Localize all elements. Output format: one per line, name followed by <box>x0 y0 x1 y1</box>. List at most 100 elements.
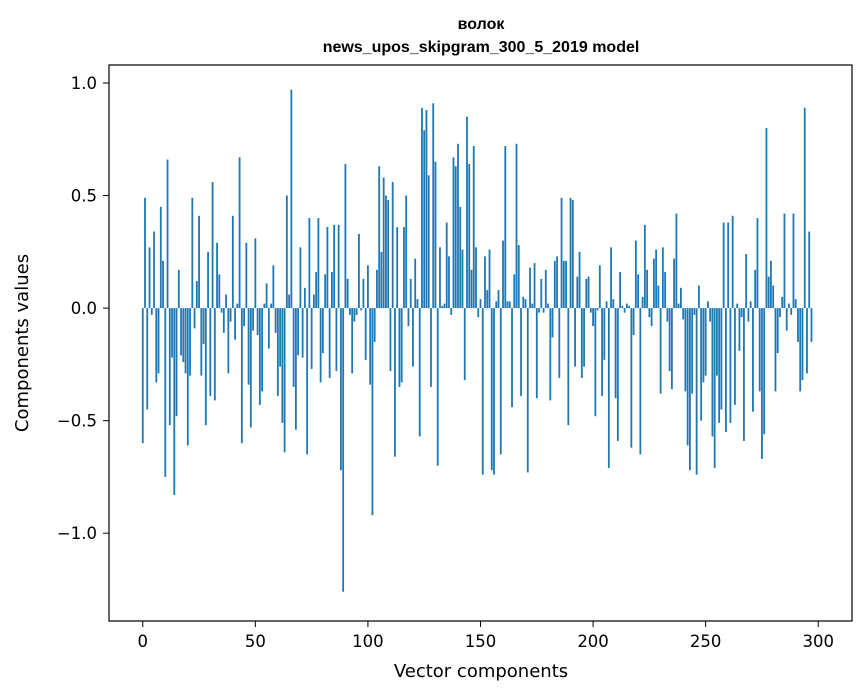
bar-component-169 <box>522 296 525 309</box>
bar-component-257 <box>720 308 723 410</box>
bar-component-43 <box>238 157 241 309</box>
bar-component-239 <box>679 287 682 309</box>
bar-component-32 <box>213 308 216 401</box>
bar-component-256 <box>718 308 721 423</box>
bar-component-183 <box>553 260 556 309</box>
bar-component-253 <box>711 308 714 437</box>
y-axis-ticks: −1.0 −0.5 0.0 0.5 1.0 <box>57 74 109 543</box>
bar-component-269 <box>747 308 750 322</box>
bar-component-122 <box>416 299 419 309</box>
bar-component-18 <box>182 308 185 363</box>
bar-component-282 <box>776 308 779 354</box>
bar-component-19 <box>184 308 187 374</box>
bar-component-227 <box>652 258 655 309</box>
bar-component-229 <box>657 285 660 309</box>
bar-component-31 <box>211 182 214 309</box>
bar-component-219 <box>634 240 637 309</box>
bar-component-284 <box>781 296 784 309</box>
bar-component-29 <box>207 251 209 309</box>
bar-component-85 <box>333 224 336 309</box>
bar-component-234 <box>668 308 671 372</box>
bar-component-15 <box>175 308 178 417</box>
x-tick-label: 250 <box>690 632 722 651</box>
bar-component-114 <box>398 308 401 387</box>
bar-component-63 <box>283 308 286 453</box>
bar-component-113 <box>396 227 399 309</box>
bar-component-267 <box>743 308 745 441</box>
bar-component-119 <box>409 278 412 309</box>
bar-component-230 <box>659 308 662 394</box>
bar-component-61 <box>279 308 282 367</box>
bar-component-48 <box>249 308 252 428</box>
bar-component-158 <box>497 290 500 309</box>
bar-component-213 <box>621 305 624 309</box>
bar-component-131 <box>436 308 439 466</box>
bar-component-232 <box>664 272 667 309</box>
bar-component-247 <box>698 285 700 309</box>
bar-component-141 <box>459 206 462 309</box>
bar-component-272 <box>754 269 757 309</box>
bar-component-22 <box>191 197 194 309</box>
bar-component-235 <box>670 308 673 390</box>
bar-component-134 <box>443 303 446 309</box>
bar-component-218 <box>632 308 635 336</box>
bar-component-124 <box>421 107 423 309</box>
bar-component-163 <box>508 301 511 309</box>
bar-component-24 <box>195 281 198 309</box>
bar-component-281 <box>774 308 777 392</box>
bar-component-148 <box>475 247 477 309</box>
bar-component-223 <box>643 224 646 309</box>
bar-component-233 <box>666 308 669 322</box>
bar-component-174 <box>533 263 536 309</box>
bar-component-152 <box>484 256 486 309</box>
bar-component-81 <box>324 274 327 309</box>
bar-component-90 <box>344 164 347 309</box>
bar-component-107 <box>382 177 385 309</box>
bar-component-115 <box>400 308 403 383</box>
bar-component-25 <box>198 215 200 309</box>
bar-component-261 <box>729 308 732 423</box>
bar-component-77 <box>315 272 318 309</box>
bar-component-287 <box>788 303 790 309</box>
bar-component-291 <box>797 308 799 342</box>
bar-component-38 <box>227 308 230 374</box>
bar-component-231 <box>661 247 664 309</box>
x-axis-ticks: 0 50 100 150 200 250 300 <box>138 621 834 651</box>
bar-component-280 <box>772 285 775 309</box>
bar-component-181 <box>549 308 552 401</box>
bar-component-250 <box>704 308 707 376</box>
bar-component-156 <box>493 308 495 475</box>
bar-component-16 <box>177 269 180 309</box>
bar-component-241 <box>684 308 687 392</box>
bar-component-153 <box>486 290 489 309</box>
bar-component-189 <box>567 308 570 426</box>
bar-component-290 <box>794 299 797 309</box>
bar-component-246 <box>695 308 698 475</box>
bar-component-140 <box>457 143 459 309</box>
bar-component-21 <box>189 308 191 376</box>
bar-component-245 <box>693 308 696 315</box>
bar-component-89 <box>342 308 345 592</box>
bar-component-194 <box>578 251 581 309</box>
bar-component-75 <box>310 308 313 369</box>
bar-component-176 <box>538 308 540 313</box>
bar-component-260 <box>727 222 730 309</box>
bar-component-120 <box>412 308 414 367</box>
bar-component-40 <box>231 215 234 309</box>
bar-component-60 <box>276 308 279 396</box>
bar-component-160 <box>502 240 504 309</box>
bar-component-137 <box>450 308 453 315</box>
bar-component-101 <box>369 308 372 385</box>
bar-component-268 <box>745 254 748 309</box>
bar-component-214 <box>623 308 626 313</box>
bar-component-198 <box>587 276 590 309</box>
bar-component-47 <box>247 308 250 385</box>
bar-component-76 <box>312 294 315 309</box>
bar-component-186 <box>560 197 563 309</box>
bar-component-168 <box>520 308 522 396</box>
bar-component-59 <box>274 308 277 333</box>
bar-component-255 <box>716 308 718 376</box>
bar-component-252 <box>709 308 712 322</box>
bar-component-167 <box>517 245 520 309</box>
bar-component-274 <box>758 308 761 392</box>
